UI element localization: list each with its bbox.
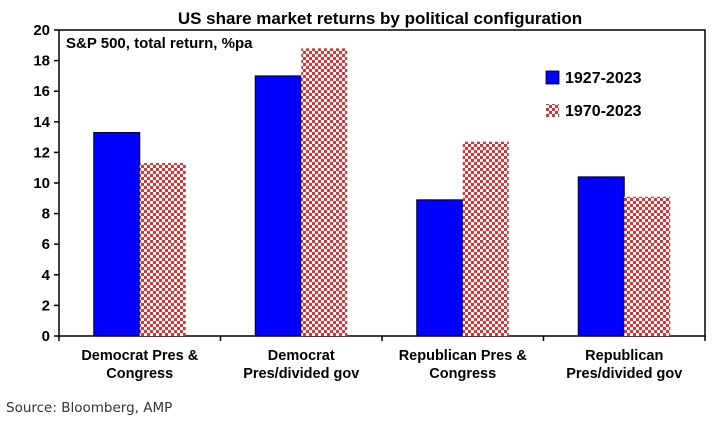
legend-label: 1927-2023 xyxy=(565,70,642,87)
category-label: Pres/divided gov xyxy=(566,366,682,382)
legend-label: 1970-2023 xyxy=(565,103,642,120)
y-axis: 0 2 4 6 8 10 12 14 16 18 20 xyxy=(33,22,706,345)
bar-1970-2023-2 xyxy=(462,141,509,336)
y-tick-label: 6 xyxy=(42,236,50,253)
category-label: Pres/divided gov xyxy=(243,366,359,382)
bar-1927-2023-2 xyxy=(416,199,464,337)
category-label: Democrat xyxy=(268,348,335,364)
bar-1927-2023-3 xyxy=(577,176,625,337)
y-tick-label: 16 xyxy=(33,83,50,100)
y-tick-label: 18 xyxy=(33,53,50,70)
category-label: Congress xyxy=(429,366,496,382)
legend-swatch xyxy=(545,70,560,85)
y-tick-label: 14 xyxy=(33,114,50,131)
bar-1970-2023-1 xyxy=(301,48,348,337)
category-label: Republican Pres & xyxy=(399,348,528,364)
bars xyxy=(93,48,671,337)
bar-1970-2023-3 xyxy=(624,196,671,336)
source-note: Source: Bloomberg, AMP xyxy=(6,400,173,416)
bar-1927-2023-1 xyxy=(254,75,302,337)
legend-swatch xyxy=(546,104,559,117)
bar-1927-2023-0 xyxy=(93,132,141,337)
y-tick-label: 4 xyxy=(42,267,51,284)
category-label: Democrat Pres & xyxy=(81,348,198,364)
chart-subtitle: S&P 500, total return, %pa xyxy=(66,35,253,52)
x-axis-labels: Democrat Pres & Congress Democrat Pres/divi… xyxy=(81,348,682,382)
y-tick-label: 12 xyxy=(33,144,50,161)
y-tick-label: 10 xyxy=(33,175,50,192)
y-tick-label: 8 xyxy=(42,206,50,223)
category-label: Congress xyxy=(106,366,173,382)
legend: 1927-2023 1970-2023 xyxy=(545,70,642,120)
y-tick-label: 2 xyxy=(42,297,50,314)
y-tick-label: 20 xyxy=(33,22,50,39)
chart-title: US share market returns by political con… xyxy=(178,9,582,28)
y-tick-label: 0 xyxy=(42,328,50,345)
category-label: Republican xyxy=(585,348,663,364)
bar-1970-2023-0 xyxy=(139,163,186,336)
